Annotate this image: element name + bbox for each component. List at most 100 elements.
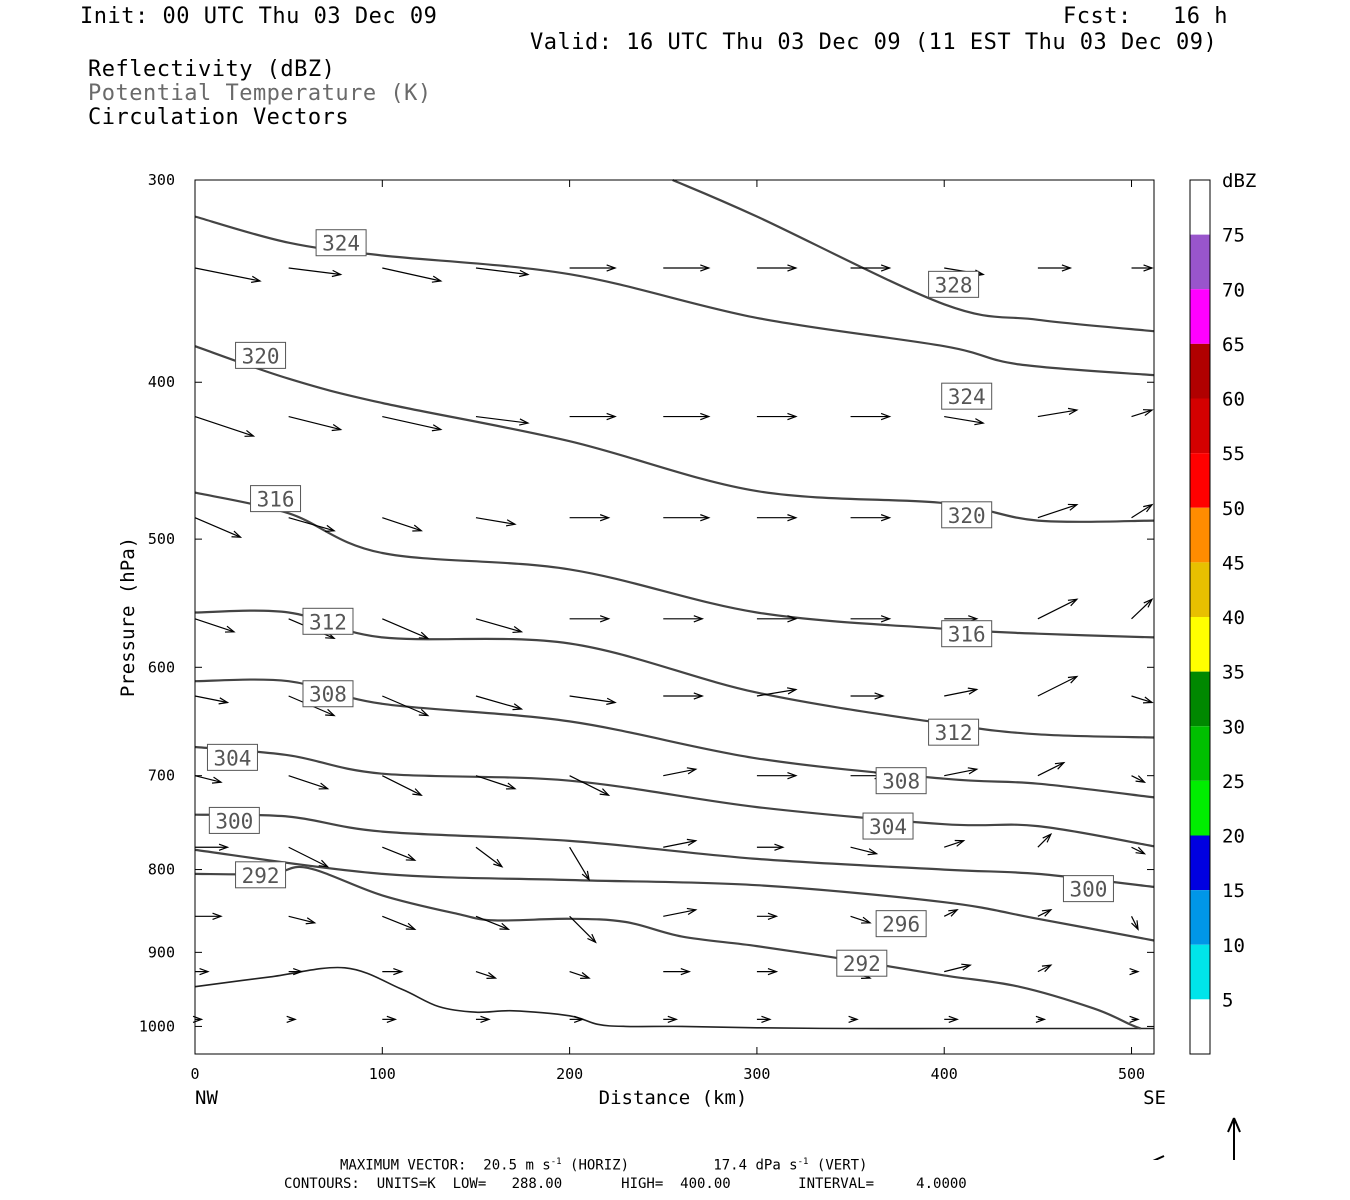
vector-head (686, 767, 698, 775)
circulation-vector (850, 412, 892, 421)
circulation-vector (944, 687, 979, 697)
vector-head (974, 418, 985, 426)
circulation-vector (288, 775, 330, 790)
colorbar-label: dBZ (1222, 170, 1256, 192)
circulation-vector (1037, 264, 1073, 272)
vector-shaft (1037, 762, 1065, 777)
colorbar-cell (1190, 234, 1210, 290)
max-vector-label: MAXIMUM VECTOR: (340, 1157, 467, 1174)
vector-shaft (943, 909, 958, 917)
circulation-vector (1037, 761, 1066, 777)
colorbar-cell (1190, 671, 1210, 727)
colorbar-tick-label: 60 (1222, 389, 1245, 411)
vector-head (767, 912, 779, 920)
contour-label-box (235, 861, 287, 889)
vector-head (386, 1015, 398, 1024)
circulation-vector (663, 767, 698, 777)
colorbar-cell (1190, 289, 1210, 344)
vector-head (693, 615, 705, 623)
contour-label: 292 (242, 864, 280, 888)
colorbar-cell (1190, 343, 1210, 399)
vector-head (787, 615, 798, 623)
circulation-vector (382, 695, 430, 717)
contour-300 (194, 813, 1155, 888)
vert-tag: (VERT) (816, 1157, 868, 1174)
horiz-exponent: -1 (550, 1157, 562, 1167)
vector-head (861, 916, 872, 924)
contour-292 (194, 865, 1142, 1030)
vector-head (244, 429, 256, 437)
x-tick-label: 500 (1118, 1065, 1145, 1083)
contour-label-box (315, 229, 367, 257)
circulation-vector (288, 517, 336, 532)
vector-shaft (756, 688, 797, 697)
contour-label-box (941, 620, 993, 648)
colorbar-cell (1190, 944, 1210, 1000)
circulation-vector (1130, 916, 1139, 931)
contour-label-box (235, 341, 287, 369)
vector-head (224, 625, 236, 633)
vector-head (880, 264, 892, 272)
vector-shaft (1131, 598, 1153, 620)
contour-label-box (941, 382, 993, 410)
circulation-vector (850, 692, 885, 700)
colorbar-tick-label: 20 (1222, 826, 1245, 848)
contour-label: 324 (948, 385, 986, 409)
circulation-vector (195, 967, 210, 976)
vector-shaft (475, 267, 529, 276)
vector-head (506, 519, 517, 527)
vector-head (231, 530, 243, 538)
colorbar-tick-label: 40 (1222, 607, 1245, 629)
colorbar-cell (1190, 453, 1210, 508)
vector-head (1143, 503, 1154, 513)
vector-head (331, 424, 343, 432)
vector-shaft (1131, 775, 1145, 783)
vector-head (700, 264, 711, 272)
contour-label: 292 (843, 952, 881, 976)
max-vector-line: MAXIMUM VECTOR: 20.5 m s-1 (HORIZ) 17.4 … (340, 1157, 867, 1174)
colorbar-cell (1190, 726, 1210, 781)
circulation-vector (569, 615, 611, 623)
circulation-vector (1037, 598, 1079, 620)
colorbar-tick-label: 65 (1222, 334, 1245, 356)
circulation-vector (850, 514, 892, 522)
vector-shaft (850, 915, 871, 924)
vector-head (1041, 964, 1053, 973)
circulation-vector (288, 967, 304, 976)
init-time: Init: 00 UTC Thu 03 Dec 09 (80, 4, 438, 29)
colorbar-frame (1189, 179, 1211, 1055)
y-tick-label: 800 (148, 861, 175, 879)
vector-head (880, 412, 892, 421)
vector-shaft (944, 688, 977, 697)
circulation-vector (663, 967, 692, 976)
contour-label-box (928, 270, 980, 298)
vector-head (606, 264, 617, 272)
vector-shaft (1037, 598, 1078, 620)
vector-head (686, 838, 698, 846)
vector-head (599, 615, 611, 623)
vector-head (961, 963, 972, 971)
circulation-vector (850, 846, 879, 856)
vector-head (874, 692, 885, 700)
vector-shaft (475, 415, 529, 424)
ground-line (194, 966, 1154, 1030)
vector-shaft (569, 915, 597, 943)
circulation-vector (382, 618, 430, 639)
contour-label-box (875, 910, 927, 938)
colorbar-tick-label: 50 (1222, 498, 1245, 520)
y-tick-label: 700 (148, 767, 175, 785)
vector-head (431, 424, 443, 432)
vector-head (512, 703, 524, 711)
valid-time: Valid: 16 UTC Thu 03 Dec 09 (11 EST Thu … (530, 30, 1218, 55)
vector-head (405, 922, 417, 930)
vector-head (212, 912, 223, 920)
vector-head (599, 788, 611, 796)
circulation-vector (288, 267, 343, 278)
colorbar-cell (1190, 890, 1210, 945)
circulation-vector (475, 1015, 491, 1024)
contour-label-box (206, 743, 258, 771)
circulation-vector (382, 775, 423, 796)
vector-shaft (1131, 695, 1153, 704)
circulation-vector (850, 264, 892, 272)
circulation-vector (756, 772, 798, 780)
